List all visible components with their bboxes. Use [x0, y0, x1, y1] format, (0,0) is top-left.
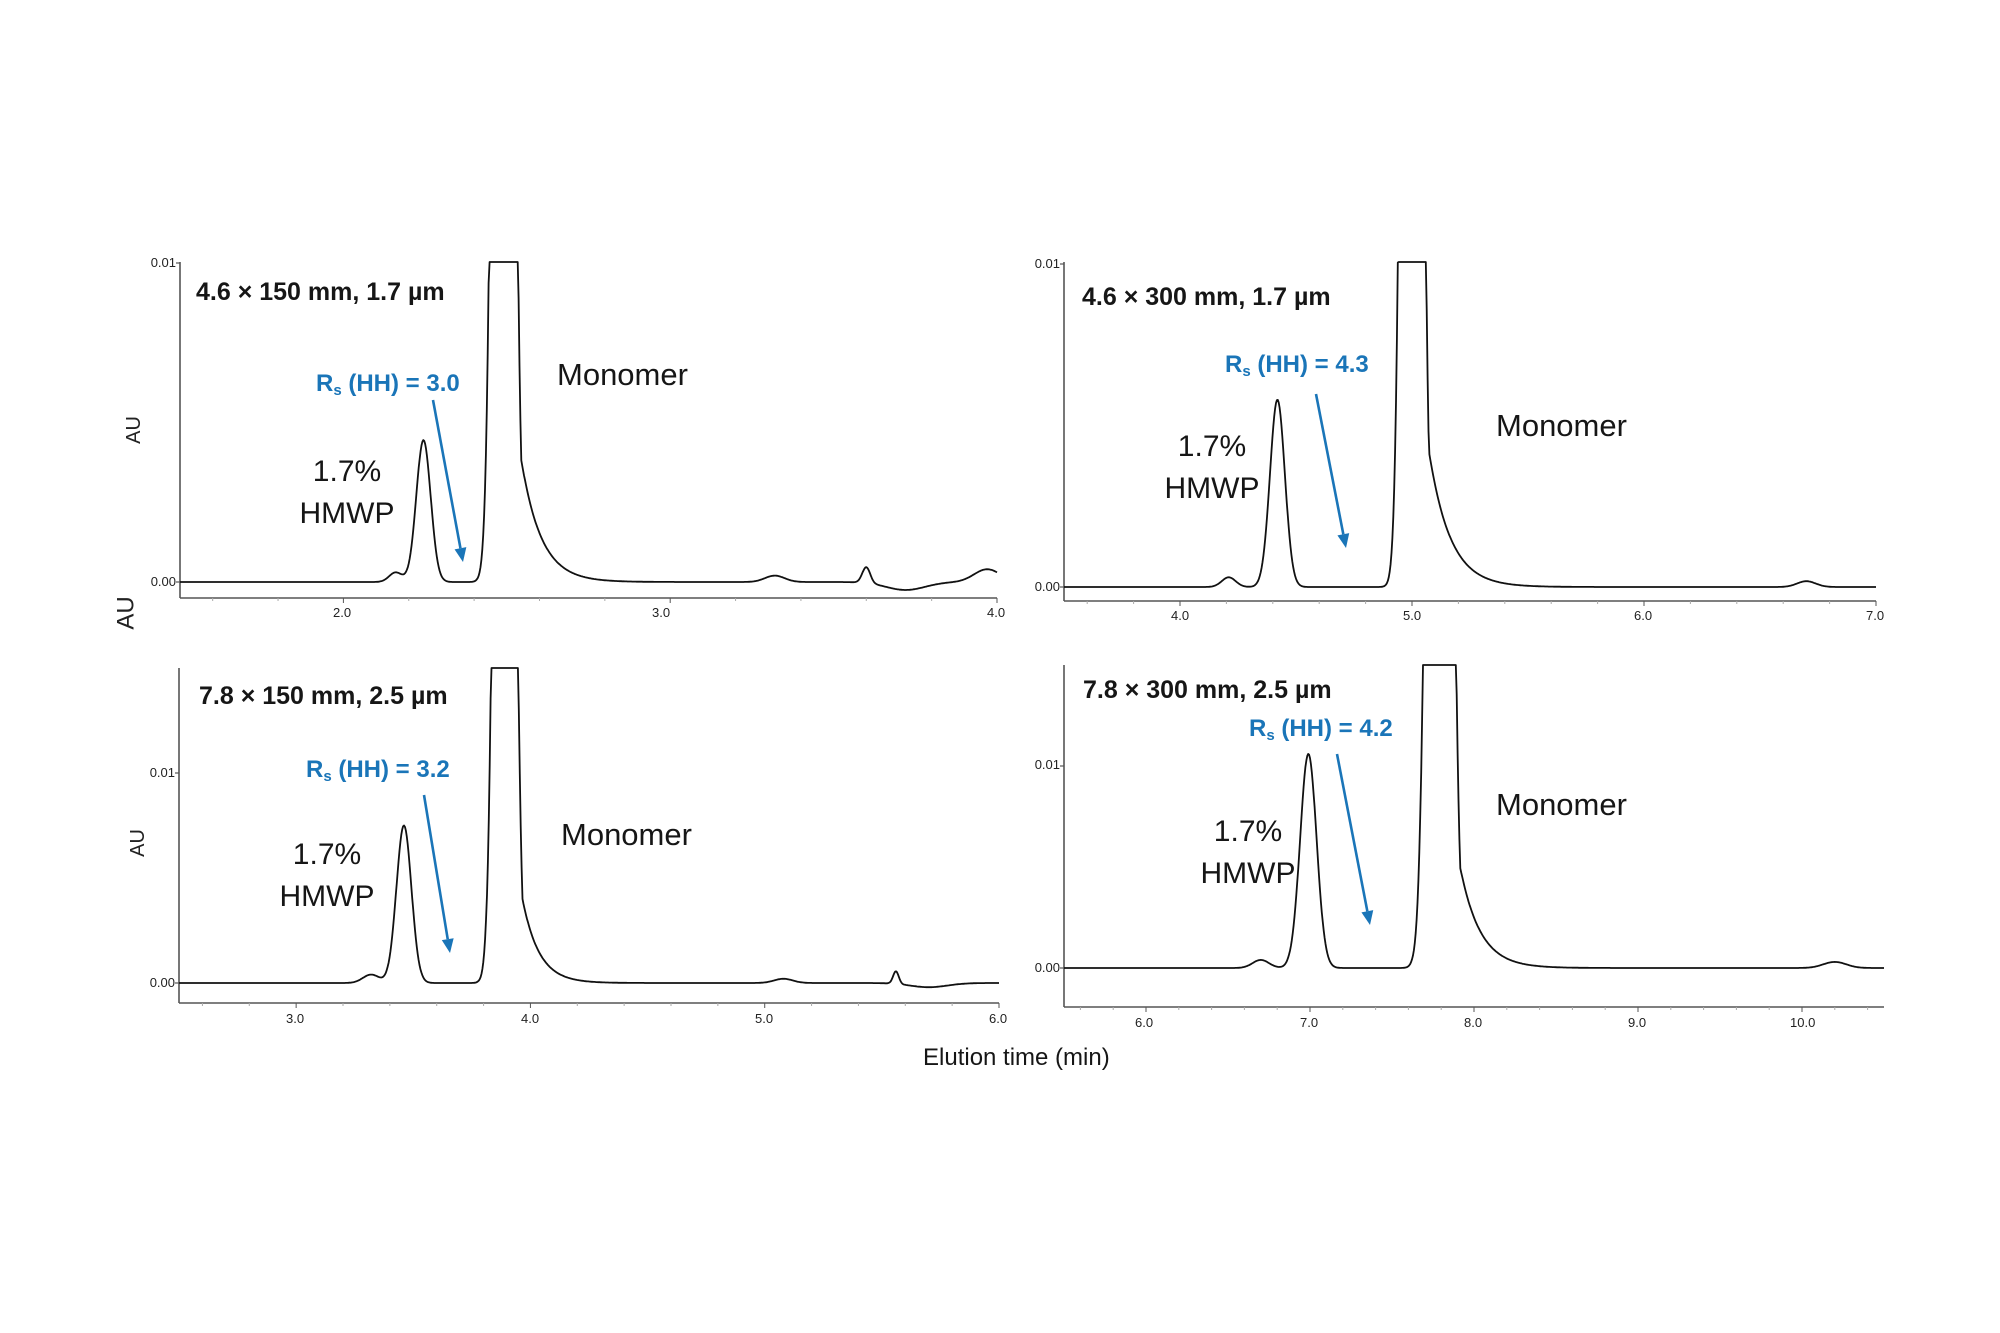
axes-layer: [175, 262, 1884, 1012]
y-tick-label: 0.01: [149, 765, 175, 780]
rs-symbol: R: [1225, 351, 1243, 378]
x-tick-label: 5.0: [1403, 608, 1422, 623]
rs-subscript: s: [1242, 363, 1251, 380]
rs-subscript: s: [333, 382, 342, 399]
x-tick-label: 6.0: [1634, 608, 1653, 623]
y-tick-label: 0.00: [1034, 579, 1060, 594]
monomer-label: Monomer: [1496, 408, 1627, 443]
x-tick-label: 4.0: [521, 1011, 540, 1026]
y-tick-label: 0.00: [150, 574, 176, 589]
rs-value: (HH) = 4.2: [1274, 715, 1393, 742]
y-axis-label: AU: [126, 829, 149, 857]
shared-y-axis-label: AU: [112, 596, 140, 630]
hmwp-percent: 1.7%: [292, 838, 362, 871]
y-tick-label: 0.00: [1034, 960, 1060, 975]
hmwp-percent: 1.7%: [1177, 430, 1247, 463]
resolution-label: Rs (HH) = 3.0: [316, 370, 460, 399]
x-tick-label: 7.0: [1300, 1015, 1319, 1030]
chromatogram-trace: [180, 261, 998, 591]
y-tick-label: 0.01: [1034, 757, 1060, 772]
y-tick-label: 0.01: [1034, 256, 1060, 271]
arrow-layer: [422, 393, 1374, 953]
resolution-arrow-icon: [422, 794, 454, 953]
rs-value: (HH) = 3.0: [341, 370, 460, 397]
resolution-arrow-icon: [431, 399, 467, 562]
panel-title: 4.6 × 300 mm, 1.7 µm: [1082, 283, 1331, 311]
x-tick-label: 9.0: [1628, 1015, 1647, 1030]
panel-axes: [175, 668, 1000, 1008]
y-tick-label: 0.01: [150, 255, 176, 270]
hmwp-label: HMWP: [1200, 857, 1296, 890]
hmwp-label: HMWP: [1164, 472, 1260, 505]
x-tick-label: 7.0: [1866, 608, 1885, 623]
x-tick-label: 2.0: [333, 605, 352, 620]
monomer-label: Monomer: [561, 817, 692, 852]
y-tick-label: 0.00: [149, 975, 175, 990]
resolution-label: Rs (HH) = 4.3: [1225, 351, 1369, 380]
x-tick-label: 3.0: [286, 1011, 305, 1026]
hmwp-percent: 1.7%: [312, 455, 382, 488]
trace-layer: [179, 261, 1884, 989]
panel-axes: [1060, 665, 1884, 1012]
hmwp-label: HMWP: [299, 497, 395, 530]
resolution-arrow-icon: [1335, 753, 1374, 925]
x-tick-label: 4.0: [1171, 608, 1190, 623]
x-tick-label: 6.0: [1135, 1015, 1154, 1030]
x-axis-title: Elution time (min): [923, 1044, 1110, 1071]
rs-subscript: s: [1266, 727, 1275, 744]
y-axis-label: AU: [122, 416, 145, 444]
chromatogram-trace: [1064, 664, 1884, 969]
panel-title: 7.8 × 300 mm, 2.5 µm: [1083, 676, 1332, 704]
resolution-label: Rs (HH) = 3.2: [306, 756, 450, 785]
rs-symbol: R: [1249, 715, 1267, 742]
panel-axes: [176, 262, 998, 603]
x-tick-label: 5.0: [755, 1011, 774, 1026]
hmwp-percent: 1.7%: [1213, 815, 1283, 848]
x-tick-label: 10.0: [1790, 1015, 1816, 1030]
x-tick-label: 4.0: [987, 605, 1006, 620]
x-tick-label: 6.0: [989, 1011, 1008, 1026]
hmwp-label: HMWP: [279, 880, 375, 913]
resolution-arrow-icon: [1314, 393, 1350, 548]
x-tick-label: 3.0: [652, 605, 671, 620]
resolution-label: Rs (HH) = 4.2: [1249, 715, 1393, 744]
chromatogram-trace: [179, 667, 999, 989]
rs-value: (HH) = 4.3: [1250, 351, 1369, 378]
rs-symbol: R: [316, 370, 334, 397]
rs-symbol: R: [306, 756, 324, 783]
panel-axes: [1060, 262, 1877, 606]
x-tick-label: 8.0: [1464, 1015, 1483, 1030]
chromatogram-trace: [1064, 261, 1876, 588]
monomer-label: Monomer: [557, 357, 688, 392]
panel-title: 7.8 × 150 mm, 2.5 µm: [199, 682, 448, 710]
panel-title: 4.6 × 150 mm, 1.7 µm: [196, 278, 445, 306]
rs-value: (HH) = 3.2: [331, 756, 450, 783]
monomer-label: Monomer: [1496, 787, 1627, 822]
rs-subscript: s: [323, 768, 332, 785]
